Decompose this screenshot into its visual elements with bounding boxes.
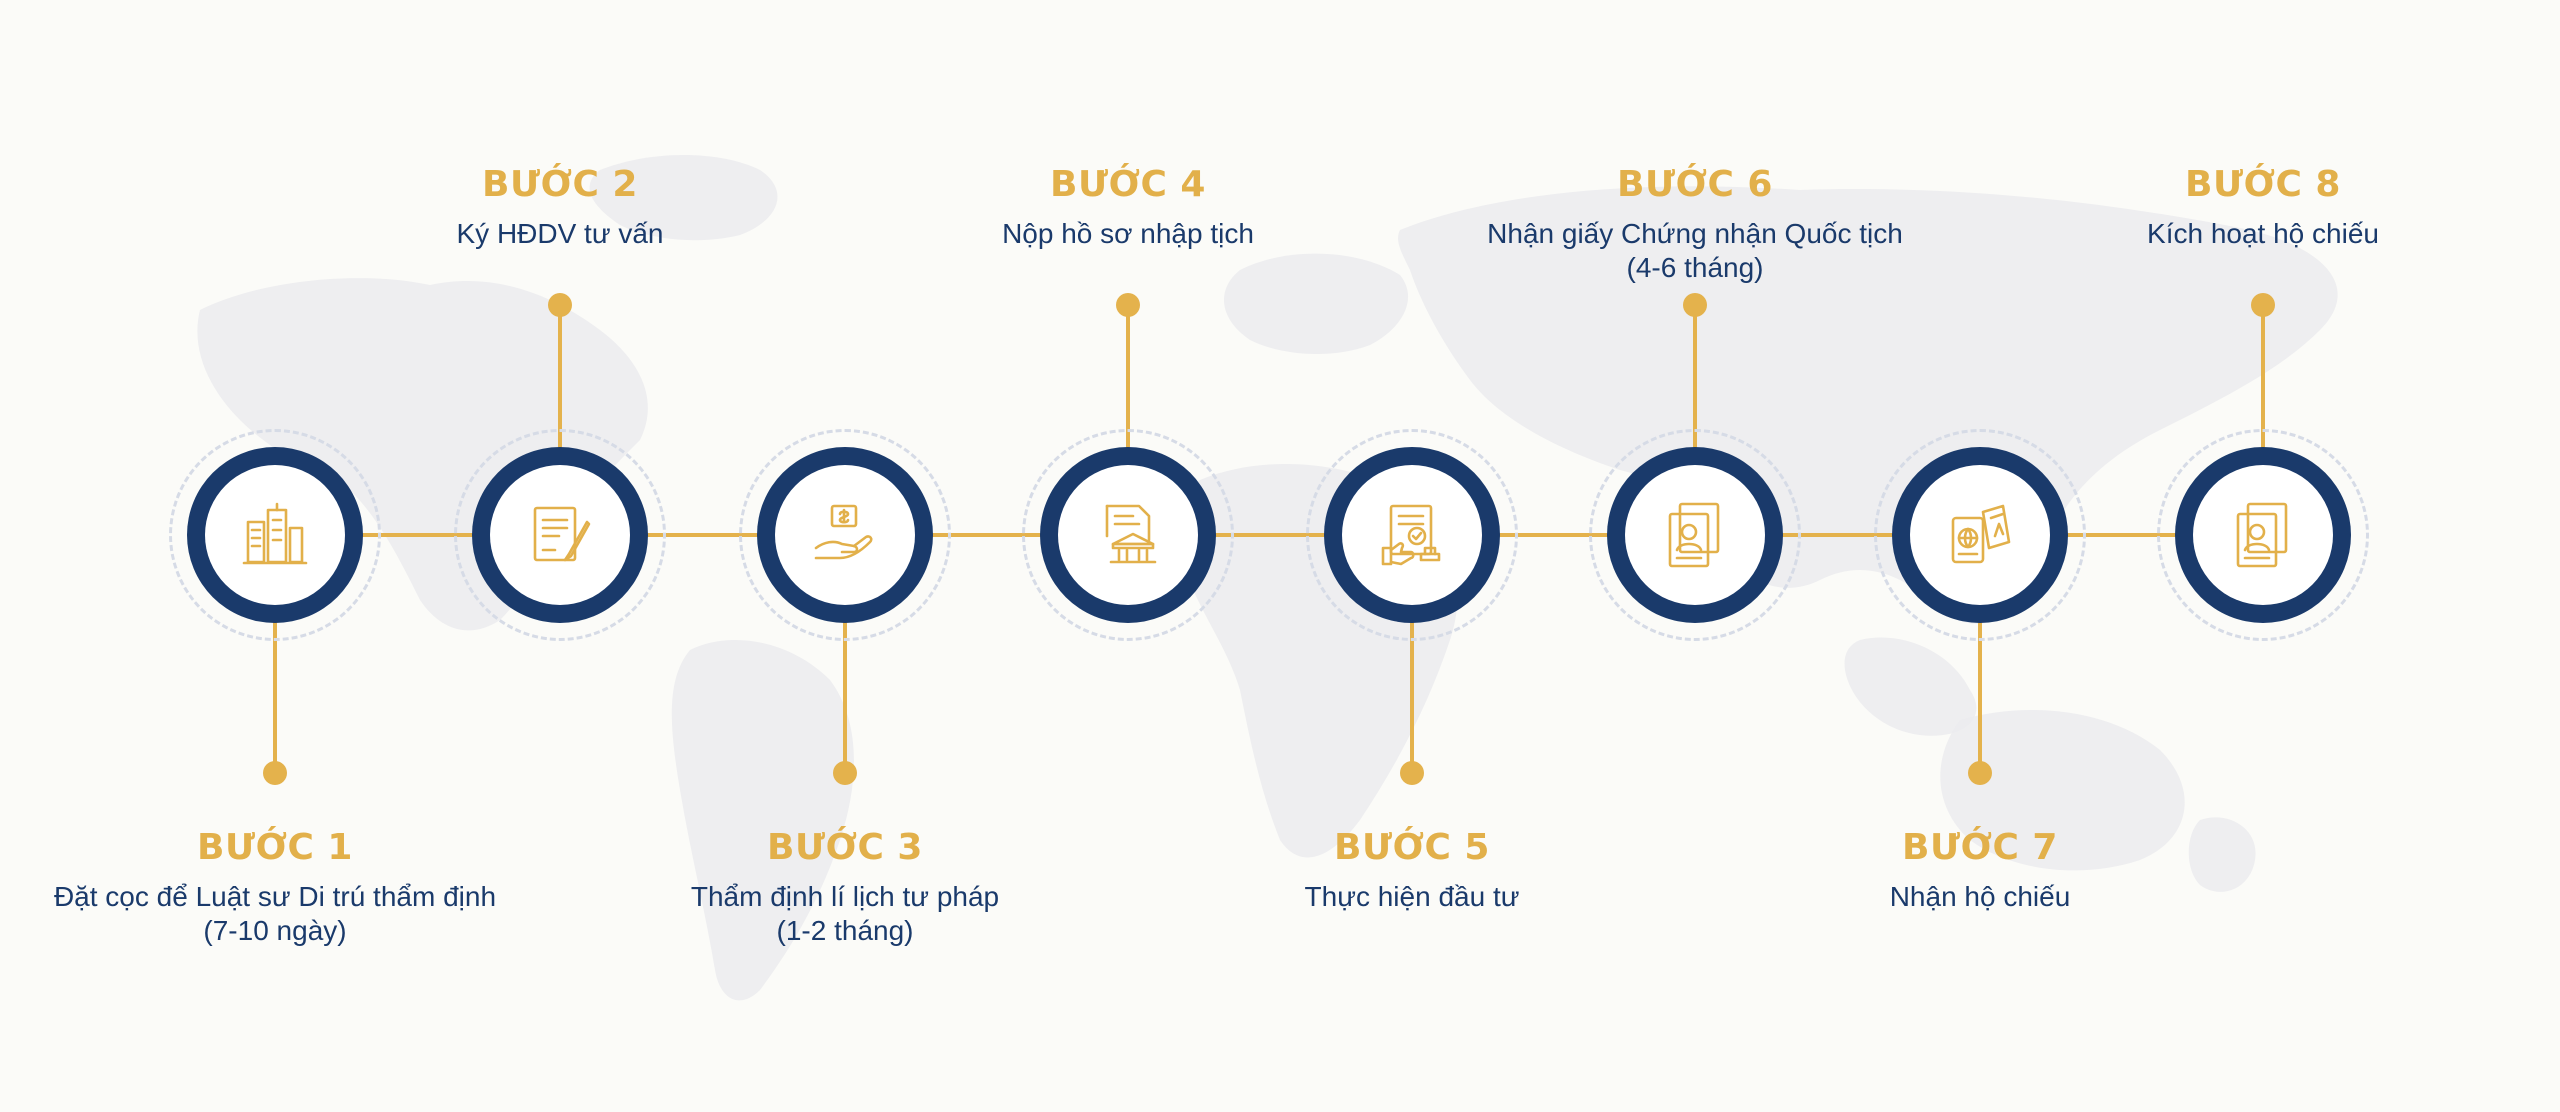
timeline-connector — [275, 533, 2280, 537]
